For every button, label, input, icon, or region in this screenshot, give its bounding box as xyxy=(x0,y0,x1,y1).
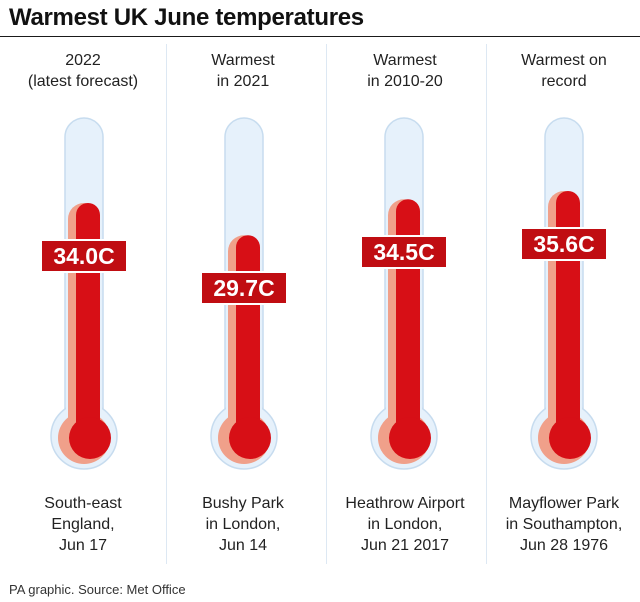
data-label: 34.5C xyxy=(362,237,446,268)
mercury-bulb xyxy=(389,417,431,459)
column-divider xyxy=(166,44,167,564)
location-label: Mayflower Park in Southampton, Jun 28 19… xyxy=(505,495,623,554)
column-divider xyxy=(486,44,487,564)
column-divider xyxy=(326,44,327,564)
column-header: Warmest in 2010-20 xyxy=(367,52,443,90)
location-label: South-east England, Jun 17 xyxy=(44,495,122,554)
mercury-column xyxy=(236,235,260,436)
mercury-bulb xyxy=(549,417,591,459)
location-label: Heathrow Airport in London, Jun 21 2017 xyxy=(345,495,465,554)
mercury-bulb xyxy=(69,417,111,459)
title-rule xyxy=(0,36,640,37)
location-label: Bushy Park in London, Jun 14 xyxy=(202,495,284,554)
column-header: Warmest on record xyxy=(521,52,607,90)
mercury-bulb xyxy=(229,417,271,459)
data-label: 35.6C xyxy=(522,229,606,259)
column-header: 2022 (latest forecast) xyxy=(27,52,139,90)
chart-title: Warmest UK June temperatures xyxy=(9,4,364,31)
data-label: 34.0C xyxy=(42,241,126,271)
mercury-column xyxy=(556,191,580,436)
source-note: PA graphic. Source: Met Office xyxy=(9,582,186,597)
mercury-column xyxy=(396,199,420,436)
mercury-column xyxy=(76,203,100,436)
data-label: 29.7C xyxy=(202,273,286,304)
column-header: Warmest in 2021 xyxy=(211,52,275,90)
